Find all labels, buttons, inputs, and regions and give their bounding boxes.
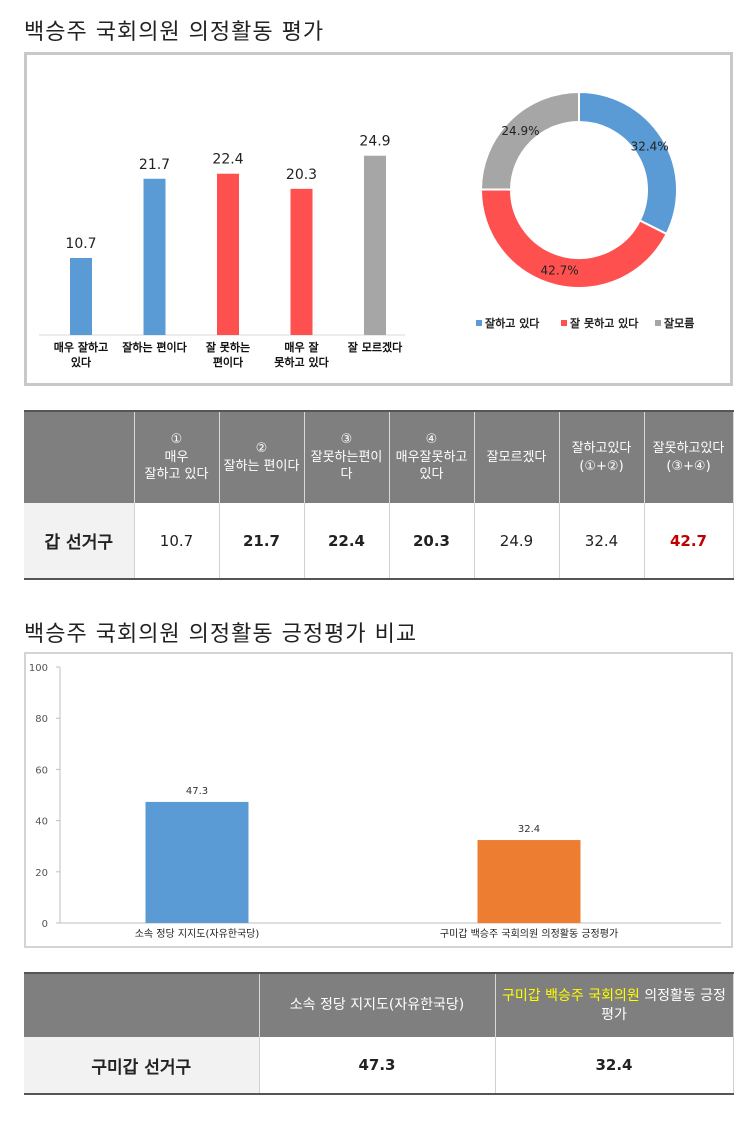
evaluation-table: ① 매우 잘하고 있다 ② 잘하는 편이다 ③ 잘못하는편이다 ④ 매우잘못하고 있다 잘모르겠다 잘…	[24, 410, 734, 580]
bar	[143, 178, 166, 335]
category-label: 있다	[71, 355, 92, 369]
column-header-line: 매우	[164, 449, 189, 465]
evaluation-chart-panel: 10.7 매우 잘하고 있다 21.7 잘하는 편이다 22.4 잘 못하는 편이다 20.3 매…	[24, 52, 733, 386]
column-header: ③ 잘못하는편이다	[304, 411, 390, 503]
header-activity-eval: 구미갑 백승주 국회의원 의정활동 긍정평가	[495, 973, 734, 1037]
y-tick-label: 20	[35, 868, 48, 879]
data-label: 20.3	[286, 167, 317, 183]
header-party-support: 소속 정당 지지도(자유한국당)	[259, 973, 496, 1037]
table-corner	[24, 411, 135, 503]
section-title-comparison: 백승주 국회의원 의정활동 긍정평가 비교	[24, 622, 418, 647]
category-label: 매우 잘	[284, 340, 318, 354]
header-rest: 의정활동 긍정평가	[601, 987, 726, 1023]
column-header-line: 잘모르겠다	[486, 449, 547, 465]
header-highlight: 구미갑 백승주 국회의원	[502, 987, 640, 1004]
data-label: 21.7	[139, 157, 170, 173]
bar	[217, 173, 239, 335]
category-label: 잘하는 편이다	[122, 340, 187, 354]
data-label: 22.4	[212, 152, 243, 168]
table-cell: 10.7	[134, 503, 220, 579]
slice-label: 32.4%	[631, 139, 669, 153]
category-label: 매우 잘하고	[54, 340, 108, 354]
column-header: 잘못하고있다 (③+④)	[644, 411, 734, 503]
y-tick-label: 60	[35, 765, 48, 776]
row-label: 구미갑 선거구	[24, 1037, 260, 1094]
column-header-line: ③	[340, 432, 353, 448]
column-header-line: 있다	[419, 467, 444, 483]
value-activity-eval: 32.4	[495, 1037, 734, 1094]
row-label: 갑 선거구	[24, 503, 135, 579]
table-cell: 22.4	[304, 503, 390, 579]
bar	[477, 840, 581, 923]
category-label: 잘 못하는	[206, 340, 250, 354]
evaluation-charts: 10.7 매우 잘하고있다 21.7 잘하는 편이다 22.4 잘 못하는편이다 20.3 매…	[39, 90, 694, 369]
y-tick-label: 80	[35, 714, 48, 725]
legend-label: 잘 못하고 있다	[570, 316, 639, 330]
data-label: 47.3	[186, 786, 208, 797]
column-header-line: 잘하는 편이다	[223, 458, 300, 474]
pie-slice	[480, 188, 668, 289]
y-tick-label: 100	[29, 663, 48, 674]
table-cell: 21.7	[219, 503, 305, 579]
column-header-line: 매우잘못하고	[395, 449, 468, 465]
pie-slice	[578, 90, 678, 236]
slice-label: 24.9%	[501, 124, 539, 138]
y-tick-label: 40	[35, 817, 48, 828]
table-cell: 32.4	[559, 503, 645, 579]
bar	[290, 188, 313, 335]
category-label: 잘 모르겠다	[348, 340, 403, 354]
table-corner	[24, 973, 260, 1037]
table-cell: 42.7	[644, 503, 734, 579]
table-cell: 20.3	[389, 503, 475, 579]
column-header-line: 잘하고 있다	[144, 467, 209, 483]
table-cell: 24.9	[474, 503, 560, 579]
column-header-line: (①+②)	[579, 458, 624, 474]
column-header: 잘하고있다 (①+②)	[559, 411, 645, 503]
category-label: 못하고 있다	[274, 355, 329, 369]
comparison-table: 소속 정당 지지도(자유한국당) 구미갑 백승주 국회의원 의정활동 긍정평가 …	[24, 972, 734, 1095]
value-party-support: 47.3	[259, 1037, 496, 1094]
column-header-line: 잘못하고있다	[652, 440, 725, 456]
legend-swatch	[655, 320, 661, 326]
bar	[70, 257, 92, 335]
column-header-line: (③+④)	[666, 458, 711, 474]
legend-label: 잘하고 있다	[485, 316, 540, 330]
comparison-bar-chart: 0 20 40 60 80 100 47.3 소속 정당 지지도(자유한국당) 32.4 구미갑 …	[29, 663, 721, 940]
column-header: ② 잘하는 편이다	[219, 411, 305, 503]
pie-slice	[479, 90, 580, 191]
bar	[145, 801, 249, 923]
bar	[364, 155, 386, 335]
data-label: 10.7	[65, 236, 96, 252]
data-label: 24.9	[359, 134, 390, 150]
column-header-line: 잘하고있다	[571, 440, 632, 456]
legend-label: 잘모름	[664, 317, 694, 330]
column-header-line: 잘못하는편이다	[310, 449, 383, 483]
column-header-line: ④	[425, 432, 438, 448]
comparison-chart-panel: 0 20 40 60 80 100 47.3 소속 정당 지지도(자유한국당) 32.4 구미갑 …	[24, 652, 733, 948]
column-header-line: ②	[255, 440, 268, 456]
column-header-line: ①	[170, 432, 183, 448]
page-title: 백승주 국회의원 의정활동 평가	[24, 20, 325, 45]
column-header: 잘모르겠다	[474, 411, 560, 503]
category-label: 편이다	[213, 355, 244, 369]
slice-label: 42.7%	[541, 264, 579, 278]
category-label: 소속 정당 지지도(자유한국당)	[135, 928, 260, 940]
y-tick-label: 0	[42, 919, 48, 930]
category-label: 구미갑 백승주 국회의원 의정활동 긍정평가	[440, 927, 618, 940]
legend-swatch	[476, 320, 482, 326]
legend-swatch	[561, 320, 567, 326]
data-label: 32.4	[518, 824, 540, 835]
